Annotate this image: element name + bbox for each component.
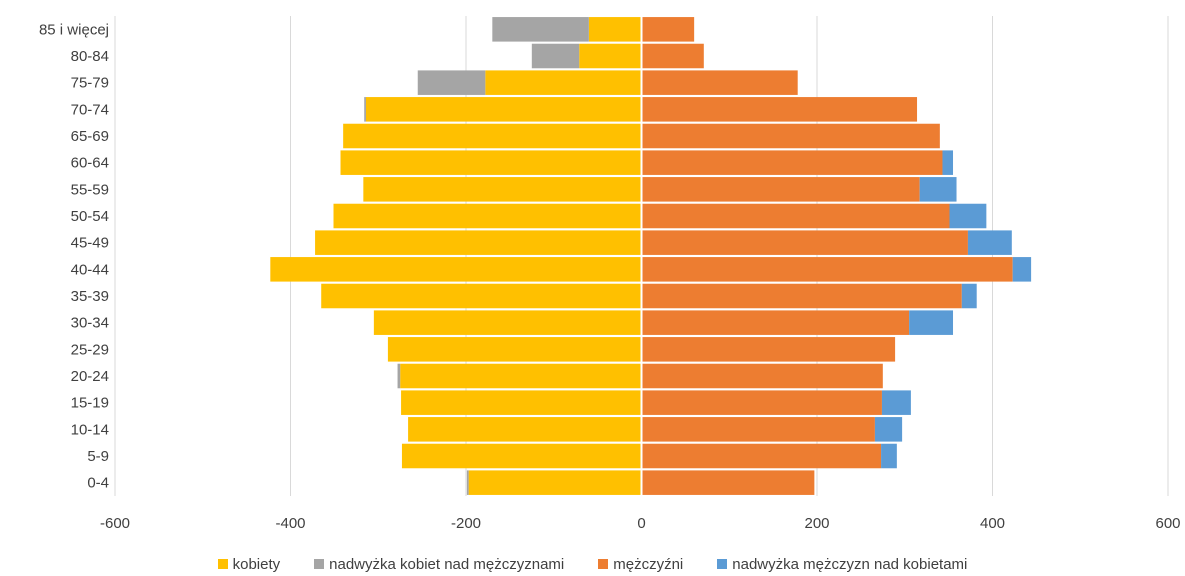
bar-s2-10-14 bbox=[641, 417, 875, 442]
legend-item-nadwyzka-kobiet: nadwyżka kobiet nad mężczyznami bbox=[314, 556, 564, 573]
bar-s3-5-9 bbox=[881, 443, 897, 469]
age-label-85-i-więcej: 85 i więcej bbox=[39, 21, 109, 38]
legend-label-mezczyzni: mężczyźni bbox=[613, 555, 684, 573]
bar-s0-35-39 bbox=[321, 283, 642, 309]
x-tick-label--200: -200 bbox=[451, 515, 481, 532]
age-label-25-29: 25-29 bbox=[71, 341, 109, 358]
age-label-40-44: 40-44 bbox=[71, 261, 109, 278]
bar-s1-75-79 bbox=[417, 70, 486, 95]
age-label-75-79: 75-79 bbox=[71, 75, 109, 92]
bar-s0-40-44 bbox=[270, 257, 642, 282]
legend-label-kobiety: kobiety bbox=[232, 555, 281, 573]
x-tick-label-200: 200 bbox=[804, 515, 829, 532]
bar-s1-70-74 bbox=[364, 97, 366, 122]
bar-s3-35-39 bbox=[961, 283, 977, 309]
bar-s0-60-64 bbox=[340, 150, 642, 175]
chart-legend: kobiety nadwyżka kobiet nad mężczyznami … bbox=[0, 552, 1185, 576]
bar-s1-85-i-więcej bbox=[492, 17, 589, 42]
bar-s2-75-79 bbox=[641, 70, 798, 95]
age-label-60-64: 60-64 bbox=[71, 155, 109, 172]
bar-s2-80-84 bbox=[641, 43, 704, 69]
bar-s0-5-9 bbox=[401, 443, 642, 469]
bar-s0-10-14 bbox=[408, 417, 642, 442]
legend-swatch-mezczyzni bbox=[598, 559, 609, 569]
age-label-10-14: 10-14 bbox=[71, 421, 109, 438]
age-label-15-19: 15-19 bbox=[71, 395, 109, 412]
bar-s0-75-79 bbox=[485, 70, 642, 95]
legend-label-nadwyzka-mezczyzn: nadwyżka mężczyzn nad kobietami bbox=[732, 555, 968, 573]
bar-s2-45-49 bbox=[641, 230, 968, 255]
bar-s2-0-4 bbox=[641, 470, 815, 495]
bar-s2-65-69 bbox=[641, 123, 940, 149]
legend-item-mezczyzni: mężczyźni bbox=[598, 556, 683, 573]
bar-s0-65-69 bbox=[343, 123, 642, 149]
bar-s0-25-29 bbox=[387, 337, 642, 362]
bar-s0-15-19 bbox=[401, 390, 642, 415]
bar-s1-0-4 bbox=[466, 470, 469, 495]
bar-s1-20-24 bbox=[397, 363, 401, 389]
bars bbox=[270, 17, 1032, 495]
legend-swatch-nadwyzka-kobiet bbox=[314, 559, 325, 569]
bar-s3-60-64 bbox=[942, 150, 954, 175]
x-tick-label--600: -600 bbox=[100, 515, 130, 532]
bar-s0-80-84 bbox=[579, 43, 642, 69]
labels: 0-4 5-9 10-14 15-19 20-24 25-29 30-34 35-39 40-4… bbox=[39, 21, 1181, 532]
age-label-45-49: 45-49 bbox=[71, 235, 109, 252]
legend-item-nadwyzka-mezczyzn: nadwyżka mężczyzn nad kobietami bbox=[717, 556, 967, 573]
age-label-30-34: 30-34 bbox=[71, 315, 109, 332]
bar-s2-15-19 bbox=[641, 390, 882, 415]
age-label-5-9: 5-9 bbox=[87, 448, 109, 465]
bar-s1-80-84 bbox=[531, 43, 580, 69]
age-label-0-4: 0-4 bbox=[87, 475, 109, 492]
bar-s2-20-24 bbox=[641, 363, 883, 389]
bar-s0-20-24 bbox=[400, 363, 642, 389]
bar-s3-45-49 bbox=[967, 230, 1012, 255]
age-label-65-69: 65-69 bbox=[71, 128, 109, 145]
x-tick-label-600: 600 bbox=[1155, 515, 1180, 532]
age-label-35-39: 35-39 bbox=[71, 288, 109, 305]
age-label-70-74: 70-74 bbox=[71, 101, 109, 118]
bar-s0-50-54 bbox=[333, 203, 642, 229]
x-tick-label--400: -400 bbox=[275, 515, 305, 532]
x-tick-label-0: 0 bbox=[637, 515, 645, 532]
bar-s0-0-4 bbox=[468, 470, 642, 495]
bar-s3-40-44 bbox=[1012, 257, 1032, 282]
bar-s3-10-14 bbox=[874, 417, 903, 442]
grid-lines bbox=[114, 16, 1169, 496]
bar-s3-50-54 bbox=[949, 203, 987, 229]
bar-s2-85-i-więcej bbox=[641, 17, 695, 42]
age-label-20-24: 20-24 bbox=[71, 368, 109, 385]
bar-s2-40-44 bbox=[641, 257, 1013, 282]
bar-s2-30-34 bbox=[641, 310, 910, 335]
x-tick-label-400: 400 bbox=[980, 515, 1005, 532]
bar-s0-30-34 bbox=[373, 310, 642, 335]
bar-s0-55-59 bbox=[363, 177, 642, 202]
bar-s2-25-29 bbox=[641, 337, 896, 362]
legend-swatch-nadwyzka-mezczyzn bbox=[717, 559, 728, 569]
bar-s2-5-9 bbox=[641, 443, 882, 469]
legend-label-nadwyzka-kobiet: nadwyżka kobiet nad mężczyznami bbox=[329, 555, 565, 573]
bar-s2-60-64 bbox=[641, 150, 943, 175]
bar-s2-70-74 bbox=[641, 97, 918, 122]
bar-s0-85-i-więcej bbox=[588, 17, 642, 42]
bar-s3-30-34 bbox=[909, 310, 954, 335]
age-label-80-84: 80-84 bbox=[71, 48, 109, 65]
age-label-55-59: 55-59 bbox=[71, 181, 109, 198]
legend-swatch-kobiety bbox=[217, 559, 228, 569]
bar-s3-15-19 bbox=[881, 390, 911, 415]
legend-item-kobiety: kobiety bbox=[217, 555, 281, 573]
bar-s2-55-59 bbox=[641, 177, 920, 202]
bar-s2-50-54 bbox=[641, 203, 950, 229]
bar-s0-70-74 bbox=[365, 97, 642, 122]
bar-s3-55-59 bbox=[919, 177, 957, 202]
bar-s0-45-49 bbox=[315, 230, 642, 255]
bar-s2-35-39 bbox=[641, 283, 962, 309]
age-label-50-54: 50-54 bbox=[71, 208, 109, 225]
